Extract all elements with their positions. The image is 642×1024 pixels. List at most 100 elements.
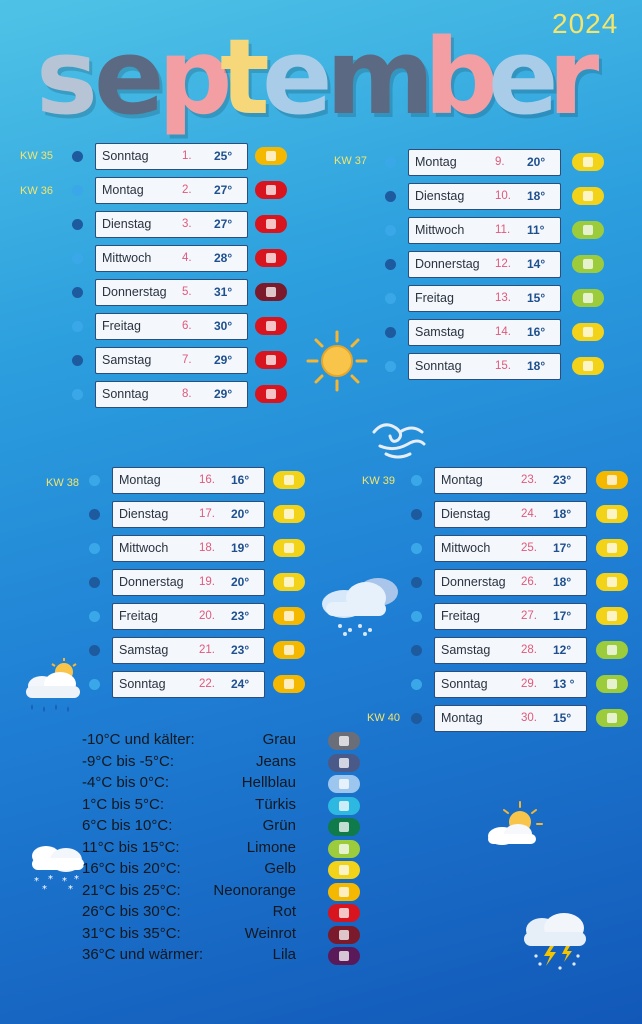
day-name: Sonntag xyxy=(102,387,149,401)
legend-yarn-swatch-icon xyxy=(328,947,360,965)
day-row: Sonntag 29. 13 ° xyxy=(434,671,587,698)
legend-yarn-swatch-icon xyxy=(328,796,360,815)
yarn-swatch-icon xyxy=(255,181,287,199)
wind-icon xyxy=(372,423,426,459)
day-name: Mittwoch xyxy=(102,251,152,265)
yarn-swatch-icon xyxy=(596,709,628,727)
day-temperature: 15° xyxy=(553,711,572,725)
day-name: Samstag xyxy=(441,643,491,657)
yarn-swatch-icon xyxy=(596,675,628,693)
day-row: Sonntag 22. 24° xyxy=(112,671,265,698)
day-temperature: 31° xyxy=(214,285,233,299)
legend-yarn-swatch-icon xyxy=(328,925,360,944)
day-temperature: 14° xyxy=(527,257,546,271)
day-number: 4. xyxy=(182,252,192,264)
yarn-swatch-icon xyxy=(572,153,604,171)
day-temperature: 16° xyxy=(527,325,546,339)
yarn-swatch-icon xyxy=(255,147,287,165)
day-temperature: 30° xyxy=(214,319,233,333)
day-temperature: 18° xyxy=(553,507,572,521)
day-temperature: 13 ° xyxy=(553,677,575,691)
legend-range: 36°C und wärmer: xyxy=(82,946,204,963)
day-marker-dot xyxy=(385,225,396,236)
day-temperature: 24° xyxy=(231,677,250,691)
day-temperature: 19° xyxy=(231,541,250,555)
day-number: 26. xyxy=(521,576,537,588)
week-label-40: KW 40 xyxy=(367,712,401,724)
yarn-swatch-icon xyxy=(596,641,628,659)
day-row: Donnerstag 26. 18° xyxy=(434,569,587,596)
day-number: 9. xyxy=(495,156,505,168)
day-row: Montag 2. 27° xyxy=(95,177,248,204)
day-number: 17. xyxy=(199,508,215,520)
legend-color-name: Grau xyxy=(262,731,296,748)
day-row: Dienstag 10. 18° xyxy=(408,183,561,210)
day-marker-dot xyxy=(385,191,396,202)
day-name: Mittwoch xyxy=(441,541,491,555)
day-row: Mittwoch 11. 11° xyxy=(408,217,561,244)
yarn-swatch-icon xyxy=(255,249,287,267)
legend-range: -10°C und kälter: xyxy=(82,731,195,748)
day-temperature: 23° xyxy=(231,609,250,623)
day-row: Mittwoch 18. 19° xyxy=(112,535,265,562)
day-marker-dot xyxy=(411,713,422,724)
week-label-36: KW 36 xyxy=(20,185,54,197)
day-row: Freitag 27. 17° xyxy=(434,603,587,630)
yarn-swatch-icon xyxy=(255,215,287,233)
day-temperature: 29° xyxy=(214,353,233,367)
day-marker-dot xyxy=(72,185,83,196)
day-number: 2. xyxy=(182,184,192,196)
day-marker-dot xyxy=(385,259,396,270)
day-name: Sonntag xyxy=(102,149,149,163)
day-number: 18. xyxy=(199,542,215,554)
day-name: Sonntag xyxy=(441,677,488,691)
legend-color-name: Hellblau xyxy=(241,774,296,791)
yarn-swatch-icon xyxy=(273,607,305,625)
legend-yarn-swatch-icon xyxy=(328,753,360,772)
day-marker-dot xyxy=(411,475,422,486)
svg-text:*: * xyxy=(68,884,73,894)
day-marker-dot xyxy=(72,151,83,162)
yarn-swatch-icon xyxy=(572,323,604,341)
svg-text:*: * xyxy=(62,876,67,887)
day-row: Dienstag 24. 18° xyxy=(434,501,587,528)
day-temperature: 29° xyxy=(214,387,233,401)
day-name: Montag xyxy=(441,711,483,725)
day-temperature: 18° xyxy=(527,359,546,373)
yarn-swatch-icon xyxy=(273,539,305,557)
title-letter: b xyxy=(424,16,499,138)
week-label-35: KW 35 xyxy=(20,150,54,162)
day-name: Donnerstag xyxy=(102,285,167,299)
legend-yarn-swatch-icon xyxy=(328,818,360,836)
day-name: Montag xyxy=(102,183,144,197)
day-marker-dot xyxy=(89,509,100,520)
day-name: Donnerstag xyxy=(441,575,506,589)
day-row: Sonntag 15. 18° xyxy=(408,353,561,380)
day-marker-dot xyxy=(385,361,396,372)
day-name: Dienstag xyxy=(119,507,169,521)
day-marker-dot xyxy=(411,611,422,622)
day-temperature: 11° xyxy=(527,223,545,237)
legend-range: 16°C bis 20°C: xyxy=(82,860,181,877)
day-marker-dot xyxy=(411,543,422,554)
title-letter: r xyxy=(548,16,600,138)
legend-range: 1°C bis 5°C: xyxy=(82,795,165,813)
day-number: 23. xyxy=(521,474,537,486)
title-letter: e xyxy=(488,16,559,138)
day-name: Freitag xyxy=(415,291,454,305)
yarn-swatch-icon xyxy=(273,505,305,523)
svg-text:*: * xyxy=(42,884,47,894)
day-name: Samstag xyxy=(415,325,465,339)
day-marker-dot xyxy=(72,355,83,366)
yarn-swatch-icon xyxy=(273,471,305,489)
day-name: Freitag xyxy=(119,609,158,623)
day-temperature: 28° xyxy=(214,251,233,265)
day-number: 25. xyxy=(521,542,537,554)
year-label: 2024 xyxy=(552,8,619,39)
title-letter: e xyxy=(94,16,165,138)
title-letter: m xyxy=(326,16,435,138)
day-marker-dot xyxy=(89,475,100,486)
day-number: 7. xyxy=(182,354,192,366)
day-marker-dot xyxy=(72,321,83,332)
day-marker-dot xyxy=(72,389,83,400)
